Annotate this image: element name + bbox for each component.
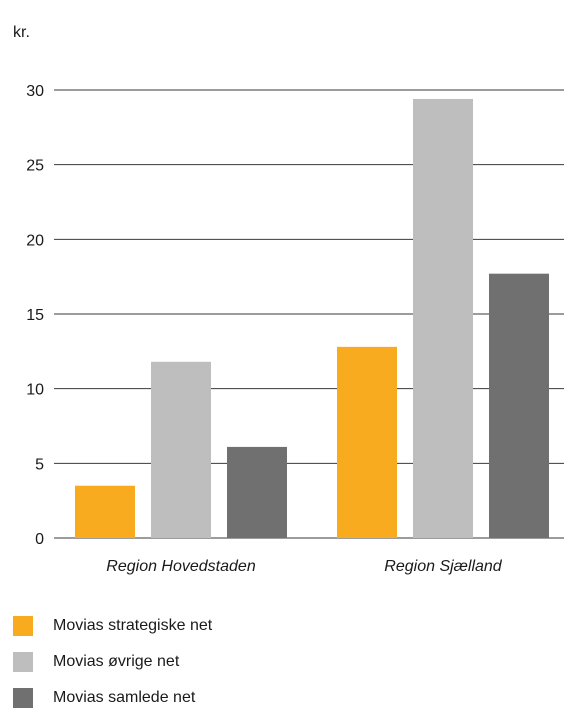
- bar: [151, 361, 211, 538]
- bar: [75, 485, 135, 538]
- legend-item-samlede: Movias samlede net: [13, 680, 212, 716]
- bar: [337, 346, 397, 538]
- bar: [413, 98, 473, 539]
- y-tick-label: 0: [35, 531, 44, 548]
- legend-label: Movias strategiske net: [53, 617, 213, 634]
- legend-label: Movias samlede net: [53, 689, 196, 706]
- legend-item-strategiske: Movias strategiske net: [13, 608, 212, 644]
- bar: [227, 446, 287, 538]
- legend-swatch: [13, 616, 33, 636]
- y-axis-unit-label: kr.: [13, 24, 30, 41]
- gridlines: [54, 89, 564, 539]
- legend-swatch: [13, 688, 33, 708]
- y-tick-label: 5: [35, 456, 44, 473]
- x-category-label: Region Hovedstaden: [106, 558, 256, 575]
- y-tick-label: 15: [26, 307, 44, 324]
- legend: Movias strategiske net Movias øvrige net…: [13, 608, 212, 716]
- bar: [489, 273, 549, 538]
- legend-swatch: [13, 652, 33, 672]
- x-axis-category-labels: Region Hovedstaden Region Sjælland: [106, 558, 503, 575]
- x-category-label: Region Sjælland: [384, 558, 503, 575]
- legend-label: Movias øvrige net: [53, 653, 180, 670]
- legend-item-oevrige: Movias øvrige net: [13, 644, 212, 680]
- y-tick-label: 30: [26, 83, 44, 100]
- y-tick-label: 10: [26, 382, 44, 399]
- y-tick-label: 20: [26, 232, 44, 249]
- y-tick-label: 25: [26, 158, 44, 175]
- y-axis-ticks: 0 5 10 15 20 25 30: [26, 83, 44, 548]
- bars: [75, 98, 549, 539]
